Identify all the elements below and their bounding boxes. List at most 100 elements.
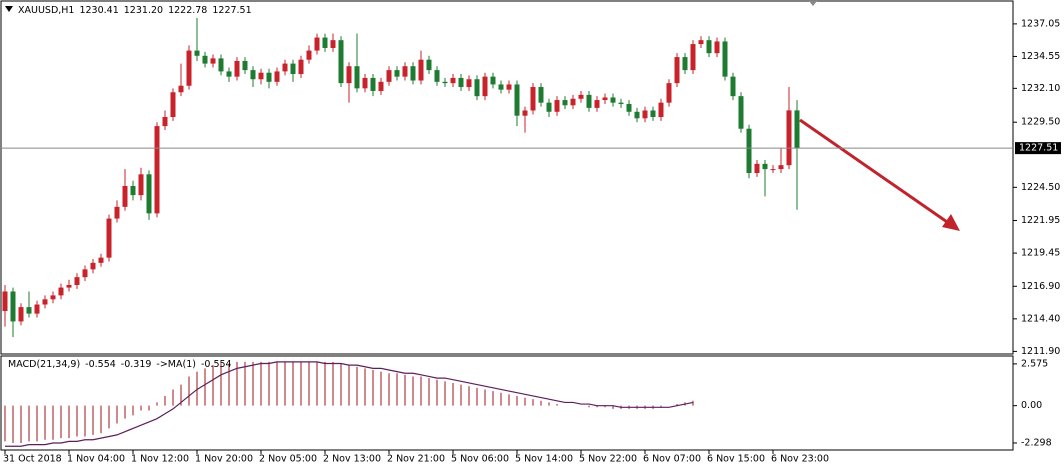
candle-body [106,218,112,258]
current-price-label: 1227.51 [1019,143,1058,154]
candle-body [202,55,208,64]
signal-line [5,361,694,447]
candle-body [394,70,400,77]
header-field: -0.554 [201,359,232,370]
candle-body [682,57,688,71]
candle-body [186,50,192,86]
y-tick-label: 1232.10 [1021,83,1060,94]
candle-body [450,77,456,84]
candle-body [762,163,768,170]
candle-body [634,111,640,119]
x-tick-label: 6 Nov 23:00 [771,454,829,465]
candle-body [410,66,416,81]
candle-body [514,84,520,116]
candle-body [2,291,8,312]
candle-body [474,79,480,97]
candle-body [442,81,448,84]
macd-panel [0,355,1014,451]
candle-body [138,174,144,196]
candle-body [122,186,128,207]
candle-body [466,79,472,88]
candle-body [178,85,184,93]
x-tick-label: 2 Nov 05:00 [259,454,317,465]
header-field: MACD(21,34,9) [8,359,80,370]
candle-body [82,269,88,278]
y-tick-label: 1224.50 [1021,182,1060,193]
candle-body [250,70,256,80]
candle-body [586,94,592,108]
y-tick-label: 0.00 [1021,400,1042,411]
header-field: 1230.41 [79,5,118,16]
candle-body [642,110,648,119]
panel-header: XAUUSD,H1 1230.41 1231.20 1222.78 1227.51 [18,5,252,16]
candle-body [242,60,248,71]
x-tick-label: 6 Nov 07:00 [643,454,701,465]
candle-body [266,72,272,82]
candle-body [258,72,264,80]
candle-body [546,102,552,112]
y-tick-label: 1214.40 [1021,313,1060,324]
y-tick-label: 1234.55 [1021,51,1060,62]
candle-body [66,284,72,288]
y-tick-label: 1211.90 [1021,346,1060,357]
candle-body [714,41,720,54]
candle-body [578,94,584,99]
y-tick-label: 1221.95 [1021,215,1060,226]
candle-body [794,110,800,149]
forecast-arrow [799,118,960,231]
candle-body [458,77,464,88]
candle-body [386,70,392,82]
candle-body [322,37,328,48]
candle-body [74,277,80,285]
arrow-shaft [799,118,951,226]
candle-body [378,81,384,91]
candle-body [730,76,736,97]
candle-body [298,59,304,75]
price-panel [0,0,1014,355]
candle-body [370,77,376,91]
panel-header: MACD(21,34,9) -0.554 -0.319 ->MA(1) -0.554 [8,359,232,370]
candle-body [274,71,280,82]
candle-body [162,116,168,127]
x-tick-label: 2 Nov 13:00 [323,454,381,465]
header-field: -0.554 [85,359,116,370]
candle-body [626,103,632,112]
y-tick-label: 1237.05 [1021,18,1060,29]
candle-body [610,97,616,103]
candle-body [754,163,760,173]
candle-body [330,40,336,48]
candle-body [194,50,200,56]
candle-body [114,206,120,219]
x-tick-label: 2 Nov 21:00 [387,454,445,465]
candle-body [786,110,792,166]
header-field: ->MA(1) [156,359,196,370]
candle-body [434,70,440,82]
x-tick-label: 5 Nov 22:00 [579,454,637,465]
candle-body [362,77,368,89]
candle-body [570,98,576,106]
candle-body [306,50,312,60]
symbol-icon [5,6,13,12]
candle-body [290,63,296,75]
candle-body [130,186,136,196]
candle-body [562,100,568,106]
candle-body [282,63,288,72]
candle-body [218,58,224,72]
candle-body [698,40,704,45]
candle-body [650,110,656,117]
shift-marker [809,1,817,6]
candle-body [706,40,712,54]
y-tick-label: 1219.45 [1021,248,1060,259]
candle-body [722,41,728,77]
candle-body [594,100,600,108]
candle-body [674,57,680,84]
candle-body [690,44,696,71]
header-field: -0.319 [121,359,152,370]
candle-body [226,71,232,77]
y-tick-label: 1216.90 [1021,281,1060,292]
y-tick-label: -2.298 [1021,437,1052,448]
arrow-head [942,214,960,231]
x-tick-label: 5 Nov 14:00 [515,454,573,465]
candle-body [482,76,488,97]
